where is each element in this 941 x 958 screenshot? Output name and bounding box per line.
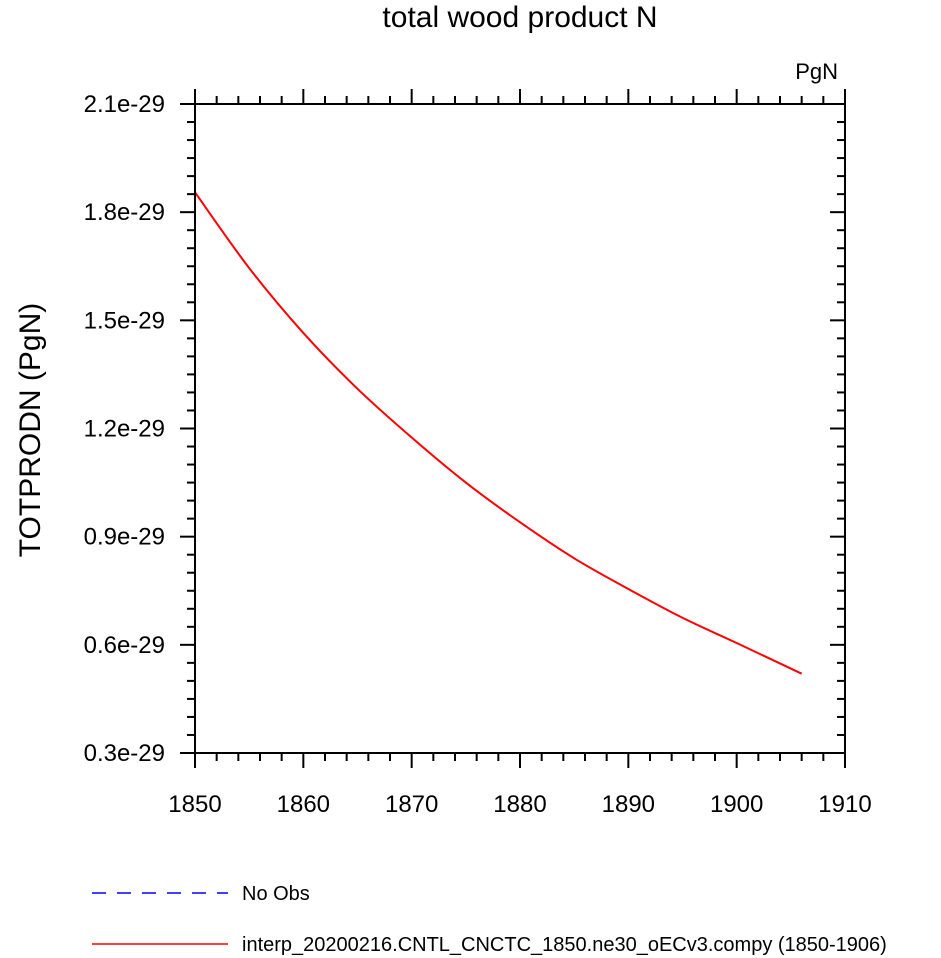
x-tick-label: 1860 — [277, 791, 330, 818]
y-tick-label: 2.1e-29 — [84, 91, 165, 118]
chart-title: total wood product N — [382, 1, 657, 34]
x-tick-label: 1880 — [493, 791, 546, 818]
legend-label: interp_20200216.CNTL_CNCTC_1850.ne30_oEC… — [242, 934, 887, 956]
y-tick-label: 0.6e-29 — [84, 632, 165, 659]
y-tick-label: 0.3e-29 — [84, 740, 165, 767]
y-axis-label: TOTPRODN (PgN) — [14, 303, 47, 557]
axis-ticks — [180, 89, 846, 768]
x-tick-label: 1890 — [602, 791, 655, 818]
x-tick-label: 1850 — [168, 791, 221, 818]
y-tick-label: 1.2e-29 — [84, 416, 165, 443]
x-tick-label: 1910 — [818, 791, 871, 818]
y-tick-labels: 0.3e-29 0.6e-29 0.9e-29 1.2e-29 1.5e-29 1.8e-… — [84, 91, 165, 767]
series-line — [194, 191, 803, 675]
y-tick-label: 1.5e-29 — [84, 307, 165, 334]
y-tick-label: 1.8e-29 — [84, 199, 165, 226]
y-tick-label: 0.9e-29 — [84, 524, 165, 551]
plot-frame — [194, 103, 846, 754]
legend: No Obs interp_20200216.CNTL_CNCTC_1850.ne… — [92, 883, 887, 956]
legend-label: No Obs — [242, 883, 310, 905]
x-tick-labels: 1850 1860 1870 1880 1890 1900 1910 — [168, 791, 871, 818]
series-group — [194, 191, 803, 675]
x-tick-label: 1900 — [710, 791, 763, 818]
units-label: PgN — [795, 59, 838, 84]
x-tick-label: 1870 — [385, 791, 438, 818]
